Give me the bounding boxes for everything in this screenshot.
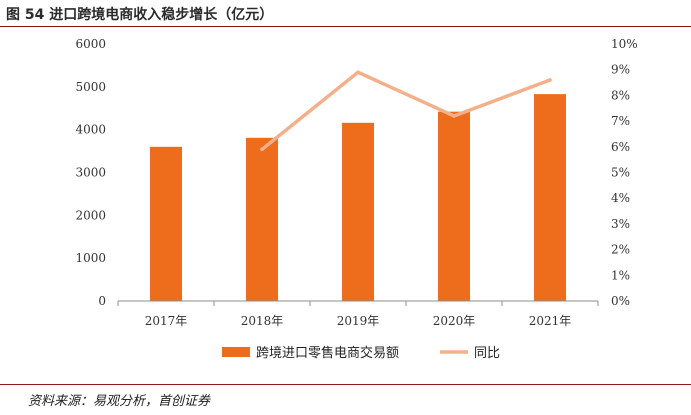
y-axis-left: 0 1000 2000 3000 4000 5000 6000 xyxy=(75,37,106,308)
y-left-tick-label: 0 xyxy=(98,294,106,308)
yoy-point-1 xyxy=(260,147,264,152)
y-right-tick-label: 3% xyxy=(611,217,630,231)
source-note: 资料来源：易观分析，首创证券 xyxy=(28,394,211,409)
bar-3 xyxy=(438,111,470,301)
legend-label-line: 同比 xyxy=(474,346,500,361)
y-right-tick-label: 1% xyxy=(611,268,630,282)
yoy-point-3 xyxy=(452,114,456,118)
y-right-tick-label: 6% xyxy=(611,140,630,154)
y-right-tick-label: 7% xyxy=(611,114,630,128)
y-right-tick-label: 2% xyxy=(611,243,630,257)
y-left-tick-label: 2000 xyxy=(75,208,106,222)
x-tick-label: 2019年 xyxy=(337,314,380,328)
y-right-tick-label: 0% xyxy=(611,294,630,308)
figure-title: 图 54 进口跨境电商收入稳步增长（亿元） xyxy=(6,7,274,23)
y-axis-right: 0% 1% 2% 3% 4% 5% 6% 7% 8% 9% 10% xyxy=(611,37,638,308)
x-tick-label: 2021年 xyxy=(529,314,572,328)
y-right-tick-label: 4% xyxy=(611,191,630,205)
yoy-line-series xyxy=(260,70,552,152)
y-left-tick-label: 3000 xyxy=(75,166,106,180)
y-right-tick-label: 9% xyxy=(611,63,630,77)
combo-chart: 2017年 2018年 2019年 2020年 2021年 0 1000 2000 3000 4… xyxy=(75,37,638,361)
legend-label-bar: 跨境进口零售电商交易额 xyxy=(256,345,399,361)
y-right-tick-label: 5% xyxy=(611,166,630,180)
x-tick-label: 2020年 xyxy=(433,314,476,328)
yoy-point-4 xyxy=(548,78,552,82)
bar-0 xyxy=(150,146,182,301)
x-tick-label: 2018年 xyxy=(241,314,284,328)
legend-swatch-bar xyxy=(222,347,250,357)
x-tick-label: 2017年 xyxy=(145,314,188,328)
title-rule xyxy=(0,26,691,27)
bar-4 xyxy=(534,94,566,302)
y-left-tick-label: 1000 xyxy=(75,251,106,265)
source-rule xyxy=(0,384,691,385)
yoy-line xyxy=(260,70,552,152)
y-right-tick-label: 10% xyxy=(611,37,638,51)
yoy-point-2 xyxy=(356,70,360,75)
y-left-tick-label: 5000 xyxy=(75,80,106,94)
y-left-tick-label: 6000 xyxy=(75,37,106,51)
y-left-tick-label: 4000 xyxy=(75,123,106,137)
bar-1 xyxy=(246,137,278,301)
bar-series xyxy=(150,94,566,302)
bar-2 xyxy=(342,122,374,302)
legend: 跨境进口零售电商交易额 同比 xyxy=(222,345,500,361)
x-axis: 2017年 2018年 2019年 2020年 2021年 xyxy=(117,300,599,328)
y-right-tick-label: 8% xyxy=(611,88,630,102)
